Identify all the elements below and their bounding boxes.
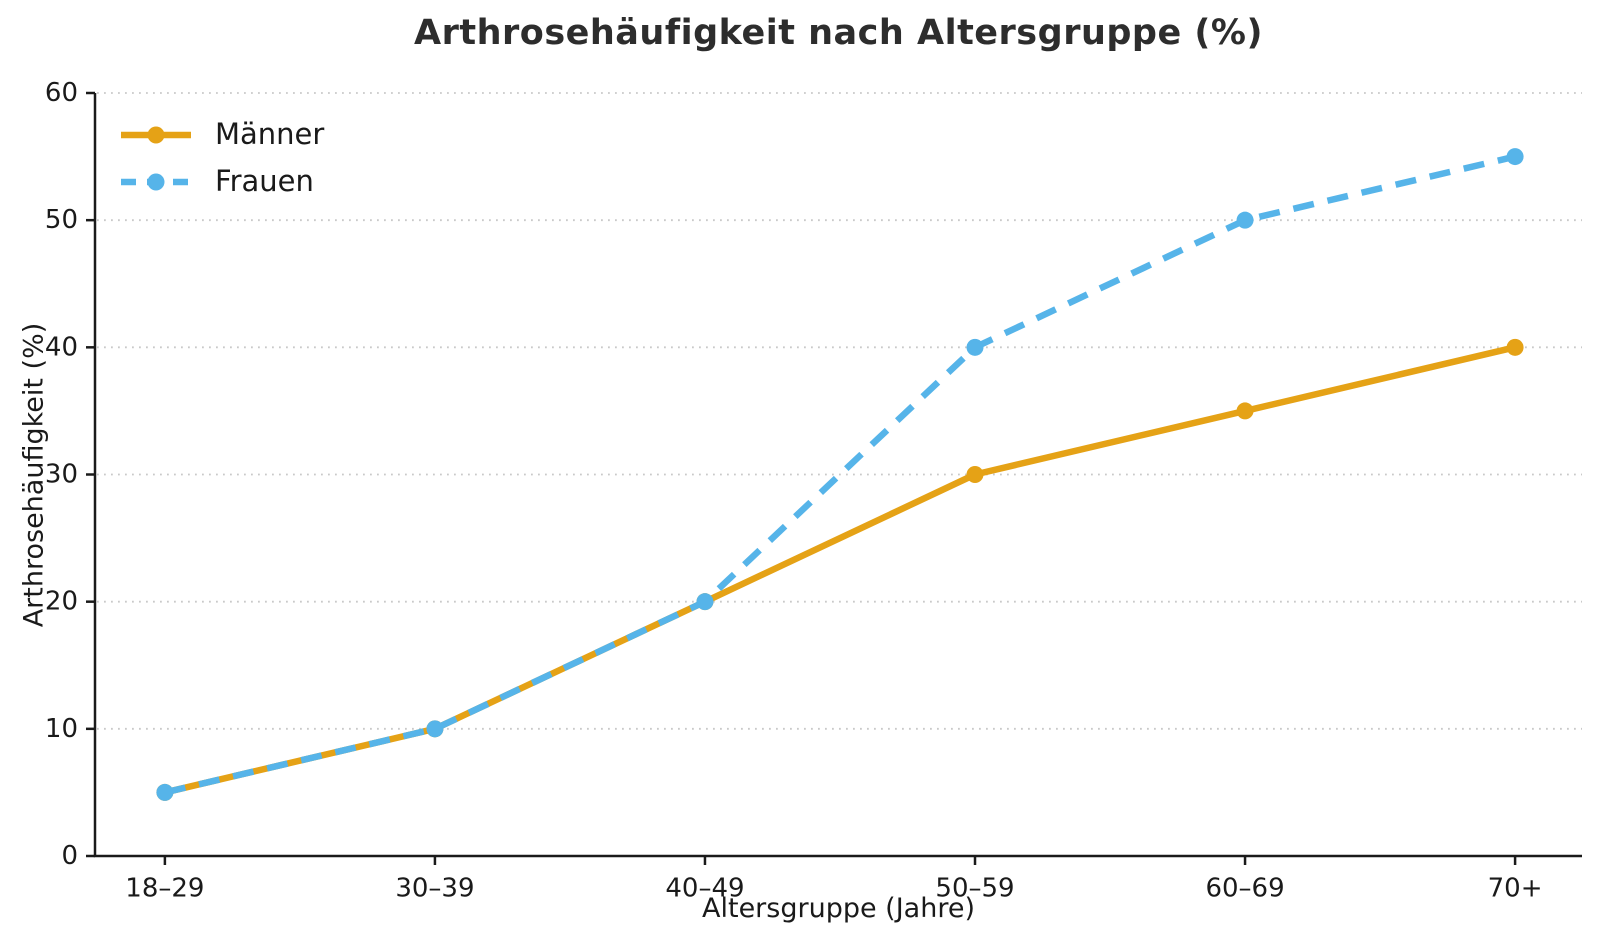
legend-label-frauen: Frauen bbox=[215, 164, 314, 198]
series-point-1-5 bbox=[1506, 148, 1524, 166]
x-tick-label: 70+ bbox=[1488, 873, 1543, 903]
y-tick-label: 30 bbox=[45, 460, 78, 490]
legend: Männer Frauen bbox=[118, 111, 324, 205]
y-tick-label: 40 bbox=[45, 332, 78, 362]
chart-title: Arthrosehäufigkeit nach Altersgruppe (%) bbox=[414, 13, 1263, 53]
y-tick-label: 50 bbox=[45, 205, 78, 235]
x-tick-label: 30–39 bbox=[395, 873, 474, 903]
y-tick-label: 60 bbox=[45, 78, 78, 108]
y-tick-label: 20 bbox=[45, 587, 78, 617]
series-point-0-3 bbox=[966, 466, 984, 483]
y-tick-label: 0 bbox=[61, 841, 78, 871]
y-tick-label: 10 bbox=[45, 714, 78, 744]
x-tick-label: 60–69 bbox=[1205, 873, 1284, 903]
maenner-line-swatch bbox=[121, 126, 191, 143]
series-point-1-4 bbox=[1236, 211, 1254, 229]
series-point-1-0 bbox=[156, 783, 174, 801]
legend-item-frauen: Frauen bbox=[118, 158, 324, 205]
series-line-0 bbox=[164, 344, 1516, 796]
legend-item-maenner: Männer bbox=[118, 111, 324, 158]
series-point-0-4 bbox=[1236, 402, 1254, 420]
series-point-1-1 bbox=[426, 720, 444, 738]
legend-label-maenner: Männer bbox=[215, 117, 325, 151]
series-point-1-3 bbox=[966, 338, 984, 356]
series-point-0-5 bbox=[1506, 338, 1524, 356]
x-tick-label: 18–29 bbox=[125, 873, 204, 903]
x-tick-label: 40–49 bbox=[665, 873, 744, 903]
x-tick-label: 50–59 bbox=[935, 873, 1014, 903]
frauen-line-swatch bbox=[121, 173, 191, 190]
series-point-1-2 bbox=[696, 593, 714, 611]
x-axis-label: Altersgruppe (Jahre) bbox=[702, 893, 975, 924]
